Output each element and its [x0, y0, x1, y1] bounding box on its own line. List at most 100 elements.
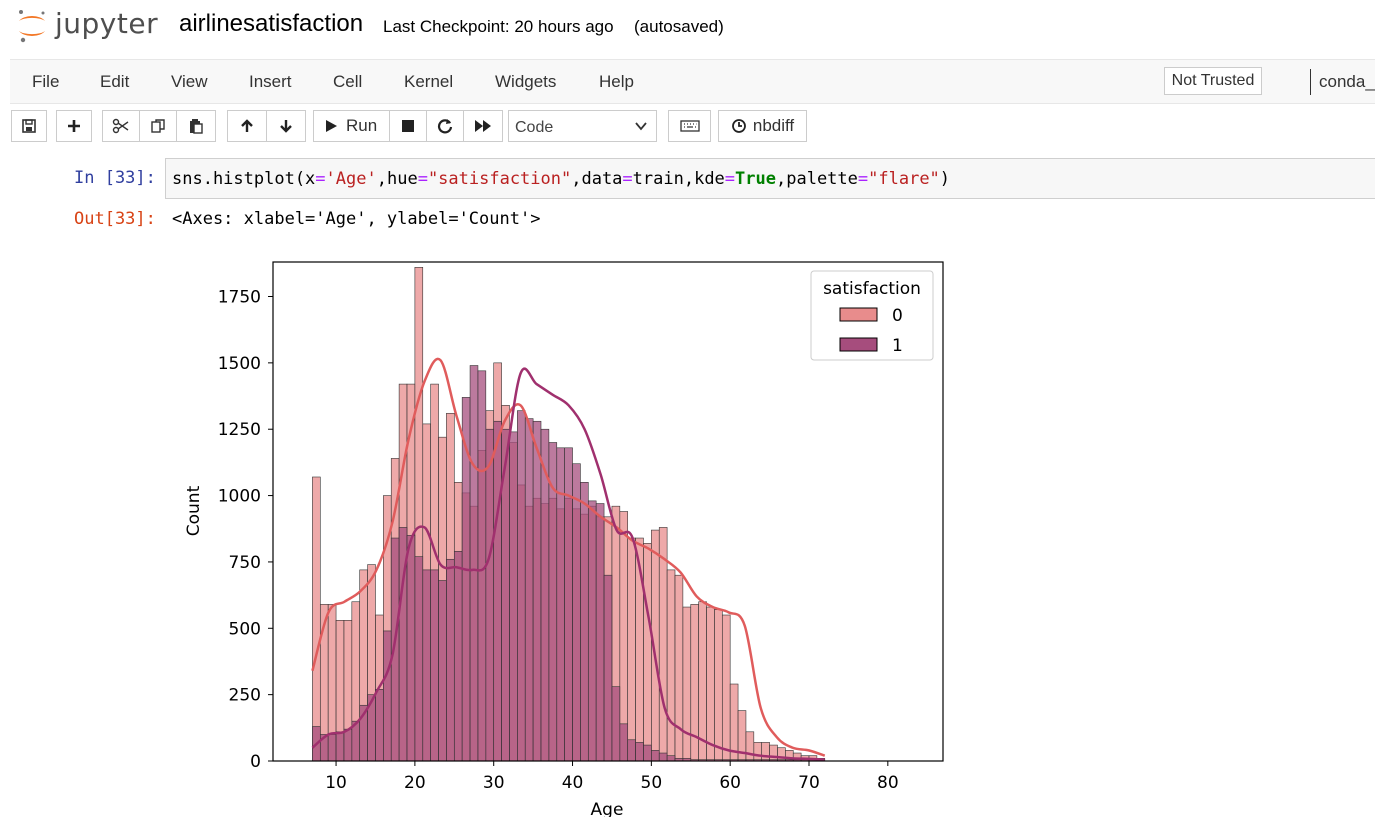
copy-button[interactable] — [139, 110, 177, 142]
series-1-bar — [343, 728, 353, 762]
interrupt-button[interactable] — [389, 110, 427, 142]
refresh-icon — [437, 119, 453, 134]
x-tick-label: 60 — [719, 773, 741, 793]
series-0-bar — [706, 606, 715, 762]
clock-icon — [731, 119, 746, 133]
cell-type-value: Code — [515, 119, 554, 136]
nbdiff-label: nbdiff — [752, 116, 795, 135]
restart-run-all-button[interactable] — [463, 110, 503, 142]
series-1-bar — [572, 463, 581, 762]
series-1-bar — [524, 418, 534, 762]
series-0-bar — [745, 731, 755, 762]
series-1-bar — [651, 750, 660, 762]
command-palette-button[interactable] — [668, 110, 711, 142]
x-tick-label: 80 — [877, 773, 899, 793]
series-1-bar — [658, 752, 668, 762]
series-1-bar — [406, 535, 416, 762]
jupyter-logo-icon[interactable] — [16, 8, 48, 44]
plot-frame — [272, 261, 944, 762]
input-prompt: In [33]: — [74, 168, 156, 188]
series-1-bar — [438, 580, 447, 762]
series-0-bar — [312, 476, 321, 762]
series-0-bar — [674, 574, 684, 762]
y-tick-label: 1000 — [218, 487, 261, 507]
series-1-bar — [666, 755, 676, 762]
series-1-bar — [627, 739, 636, 762]
move-down-button[interactable] — [266, 110, 306, 142]
jupyter-brand[interactable]: jupyter — [55, 7, 159, 40]
x-axis-ticks: 10 20 30 40 50 60 70 80 — [325, 761, 899, 793]
menu-kernel[interactable]: Kernel — [404, 72, 454, 91]
code-line[interactable]: sns.histplot(x='Age',hue="satisfaction",… — [172, 169, 951, 189]
autosave-status: (autosaved) — [634, 17, 724, 36]
legend-title: satisfaction — [823, 279, 921, 299]
series-0-bar — [714, 609, 723, 762]
x-tick-label: 40 — [562, 773, 584, 793]
series-1-bar — [422, 569, 431, 762]
series-1-bar — [414, 556, 424, 762]
menu-insert[interactable]: Insert — [249, 72, 292, 91]
stop-icon — [402, 120, 414, 132]
menu-cell[interactable]: Cell — [333, 72, 363, 91]
series-0-bar — [761, 742, 770, 762]
nbdiff-button[interactable]: nbdiff — [718, 110, 807, 142]
x-tick-label: 50 — [641, 773, 663, 793]
series-0-bar — [698, 601, 707, 762]
plus-icon — [68, 120, 80, 132]
series-1-bar — [493, 420, 502, 762]
series-0-bar — [769, 744, 778, 762]
menu-view[interactable]: View — [171, 72, 208, 91]
series-1-bar — [517, 410, 526, 762]
series-1-bar — [509, 431, 518, 762]
run-button[interactable]: Run — [313, 110, 390, 142]
move-up-button[interactable] — [227, 110, 267, 142]
cut-button[interactable] — [102, 110, 140, 142]
legend-label-1: 1 — [892, 336, 903, 356]
paste-button[interactable] — [176, 110, 216, 142]
legend-label-0: 0 — [892, 306, 903, 326]
series-0-bar — [658, 527, 668, 762]
series-1-bar — [446, 558, 455, 762]
series-1-bar — [461, 397, 471, 762]
series-1-bar — [453, 551, 463, 762]
insert-cell-button[interactable] — [56, 110, 92, 142]
menu-help[interactable]: Help — [599, 72, 634, 91]
cell-type-select[interactable]: Code — [508, 110, 657, 142]
y-axis-ticks: 0 250 500 750 1000 1250 1500 1750 — [218, 288, 273, 772]
kernel-indicator[interactable]: conda_ — [1310, 69, 1375, 95]
series-1-bar — [611, 686, 621, 762]
series-1-bar — [469, 365, 479, 762]
series-1-bar — [532, 420, 542, 762]
series-1-bar — [375, 689, 384, 762]
copy-icon — [151, 119, 165, 133]
series-1-bar — [635, 742, 644, 762]
menu-edit[interactable]: Edit — [100, 72, 130, 91]
series-0-bar — [627, 537, 636, 762]
code-cell-editor[interactable]: sns.histplot(x='Age',hue="satisfaction",… — [165, 158, 1375, 199]
y-tick-label: 250 — [229, 686, 261, 706]
series-1-bar — [603, 574, 613, 762]
series-1-bar — [485, 428, 495, 762]
save-button[interactable] — [11, 110, 47, 142]
arrow-up-icon — [241, 119, 253, 132]
series-1-bar — [643, 744, 652, 762]
series-0-bar — [729, 683, 739, 762]
restart-button[interactable] — [426, 110, 464, 142]
legend-swatch-0 — [839, 307, 878, 322]
series-1-bar — [383, 630, 392, 762]
series-0-bar — [777, 747, 786, 762]
y-tick-label: 1250 — [218, 420, 261, 440]
fast-forward-icon — [475, 120, 491, 132]
histogram-chart: 10 20 30 40 50 60 70 80 02505007501000125015001… — [184, 261, 944, 817]
y-axis-label: Count — [184, 485, 204, 536]
x-tick-label: 20 — [404, 773, 426, 793]
chevron-down-icon — [635, 122, 647, 131]
series-1-kde-line — [311, 367, 825, 761]
y-tick-label: 500 — [229, 619, 261, 639]
menu-file[interactable]: File — [32, 72, 60, 91]
run-label: Run — [346, 116, 378, 135]
notebook-title[interactable]: airlinesatisfaction — [179, 10, 364, 37]
legend-swatch-1 — [839, 337, 878, 352]
not-trusted-button[interactable]: Not Trusted — [1164, 67, 1262, 95]
menu-widgets[interactable]: Widgets — [495, 72, 557, 91]
